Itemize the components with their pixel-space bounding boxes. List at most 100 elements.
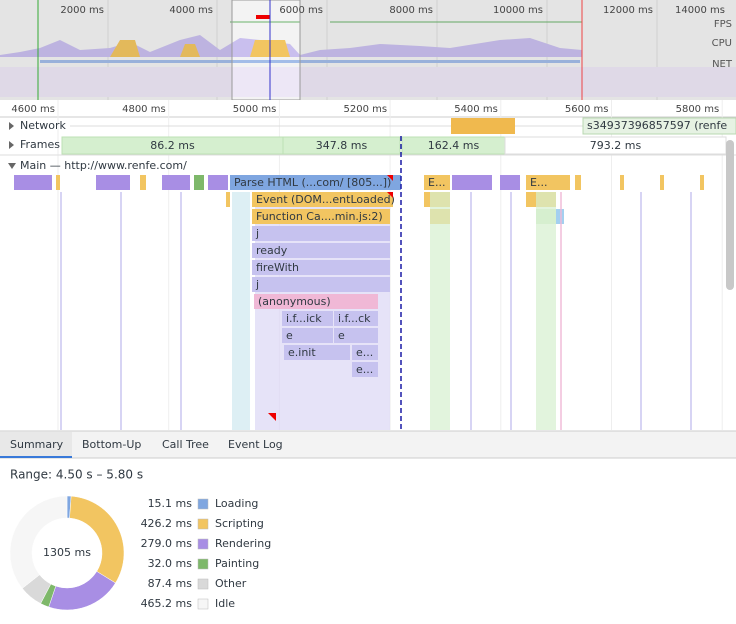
frame-duration: 347.8 ms <box>316 139 368 152</box>
track-title[interactable]: Network <box>20 119 67 132</box>
ruler-tick: 4800 ms <box>122 104 166 115</box>
legend-name: Loading <box>215 497 258 510</box>
track-title[interactable]: Frames <box>20 138 60 151</box>
network-request[interactable] <box>451 118 515 134</box>
flame-column <box>640 192 642 430</box>
network-request-label: s34937396857597 (renfe <box>587 119 727 132</box>
flame-event[interactable] <box>352 345 378 360</box>
legend-name: Painting <box>215 557 259 570</box>
overview-tick: 14000 ms <box>675 5 725 16</box>
scrollbar[interactable] <box>726 140 734 290</box>
track-title[interactable]: Main — http://www.renfe.com/ <box>20 159 187 172</box>
flame-column <box>60 192 62 430</box>
donut-slice <box>69 495 125 584</box>
network-request[interactable] <box>582 117 736 135</box>
tab[interactable]: Call Tree <box>162 438 209 451</box>
flame-column <box>536 192 556 430</box>
expand-arrow[interactable] <box>9 141 14 149</box>
tab-underline <box>0 456 72 458</box>
flame-event[interactable] <box>254 294 378 309</box>
tab-bar <box>0 431 736 458</box>
frame-duration: 162.4 ms <box>428 139 480 152</box>
legend-swatch <box>197 518 209 530</box>
flame-event-label: fireWith <box>256 261 299 274</box>
expand-arrow[interactable] <box>9 122 14 130</box>
warning-triangle <box>387 192 393 198</box>
flame-event[interactable] <box>252 243 390 258</box>
warning-triangle <box>268 413 276 421</box>
ruler-tick: 5200 ms <box>344 104 388 115</box>
flame-slice <box>620 175 624 190</box>
flame-column <box>690 192 692 430</box>
flame-event[interactable] <box>252 209 390 224</box>
flame-event[interactable] <box>526 175 570 190</box>
legend-value: 279.0 ms <box>141 537 193 550</box>
flame-event[interactable] <box>352 362 378 377</box>
flame-slice <box>700 175 704 190</box>
warning-triangle <box>387 175 393 181</box>
long-task-marker <box>256 15 270 19</box>
flame-column <box>430 192 450 430</box>
flame-event[interactable] <box>282 311 333 326</box>
tab[interactable]: Event Log <box>228 438 283 451</box>
net-bar <box>40 60 580 63</box>
tab-selected <box>0 432 72 458</box>
flame-event-label: e... <box>356 363 373 376</box>
legend-swatch <box>197 578 209 590</box>
flame-event[interactable] <box>230 175 401 190</box>
legend-value: 87.4 ms <box>148 577 193 590</box>
overview-tick: 10000 ms <box>493 5 543 16</box>
tab[interactable]: Summary <box>10 438 64 451</box>
flame-event[interactable] <box>252 277 390 292</box>
flame-event[interactable] <box>282 328 333 343</box>
flame-slice <box>194 175 204 190</box>
flame-slice <box>660 175 664 190</box>
legend-value: 32.0 ms <box>148 557 193 570</box>
legend-value: 426.2 ms <box>141 517 193 530</box>
frame <box>282 136 401 155</box>
legend-swatch <box>197 558 209 570</box>
overview-shade-right <box>300 0 736 100</box>
flame-event[interactable] <box>284 345 350 360</box>
flame-column <box>470 192 472 430</box>
flame-event[interactable] <box>252 192 393 207</box>
flame-slice <box>575 175 581 190</box>
legend-swatch <box>197 538 209 550</box>
tab[interactable]: Bottom-Up <box>82 438 141 451</box>
cpu-rendering <box>0 35 582 57</box>
flame-event-label: j <box>255 278 259 291</box>
flame-slice <box>226 192 230 207</box>
flame-event-label: (anonymous) <box>258 295 331 308</box>
flame-event-label: e <box>286 329 293 342</box>
flame-slice <box>56 175 60 190</box>
flame-event[interactable] <box>424 175 450 190</box>
legend-value: 465.2 ms <box>141 597 193 610</box>
overview-tick: 8000 ms <box>389 5 433 16</box>
flame-event[interactable] <box>252 260 390 275</box>
donut-slice <box>9 495 68 589</box>
flame-slice <box>500 175 520 190</box>
flame-event[interactable] <box>252 226 390 241</box>
flame-event-label: E... <box>428 176 445 189</box>
donut-total: 1305 ms <box>43 546 91 559</box>
flame-event-label: e <box>338 329 345 342</box>
flame-event[interactable] <box>334 328 378 343</box>
legend-name: Idle <box>215 597 235 610</box>
flame-event-label: e.init <box>288 346 316 359</box>
frame-duration: 793.2 ms <box>590 139 642 152</box>
flame-event-label: j <box>255 227 259 240</box>
flame-slice <box>14 175 52 190</box>
flame-column <box>560 192 562 430</box>
flame-column <box>120 192 122 430</box>
flame-column <box>232 192 250 430</box>
flame-event-label: E... <box>530 176 547 189</box>
overview-tick: 2000 ms <box>60 5 104 16</box>
collapse-arrow[interactable] <box>8 163 16 169</box>
legend-name: Other <box>215 577 247 590</box>
overview-tick: 4000 ms <box>169 5 213 16</box>
flame-slice <box>96 175 130 190</box>
flame-event[interactable] <box>334 311 378 326</box>
frame-duration: 86.2 ms <box>150 139 195 152</box>
donut-slice <box>48 571 116 611</box>
